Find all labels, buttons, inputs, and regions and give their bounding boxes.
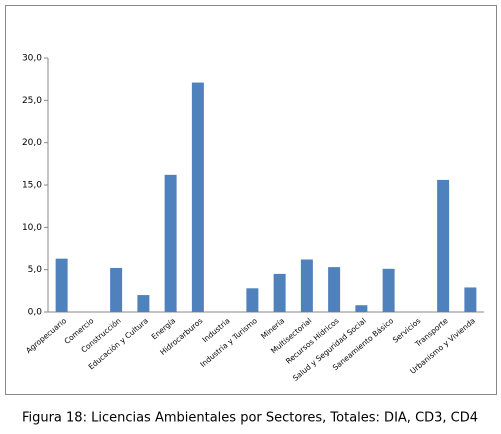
y-tick-label: 5,0 [28, 265, 43, 275]
y-tick-label: 25,0 [22, 96, 42, 106]
y-tick-label: 20,0 [22, 138, 42, 148]
bar [246, 288, 259, 312]
caption: Figura 18: Licencias Ambientales por Sec… [22, 411, 478, 426]
y-tick-label: 0,0 [28, 308, 43, 318]
bar [464, 287, 477, 312]
bar [191, 82, 204, 312]
bar [164, 174, 177, 312]
bar [328, 267, 341, 312]
bar [55, 258, 68, 312]
bar [300, 259, 313, 312]
y-tick-label: 10,0 [22, 223, 42, 233]
bar [355, 305, 368, 312]
bar [137, 295, 150, 312]
y-tick-label: 30,0 [22, 54, 42, 64]
bar [273, 273, 286, 312]
bar [437, 179, 450, 312]
chart-frame [5, 5, 497, 395]
y-tick-label: 15,0 [22, 181, 42, 191]
bar [110, 267, 123, 312]
bar [382, 268, 395, 312]
